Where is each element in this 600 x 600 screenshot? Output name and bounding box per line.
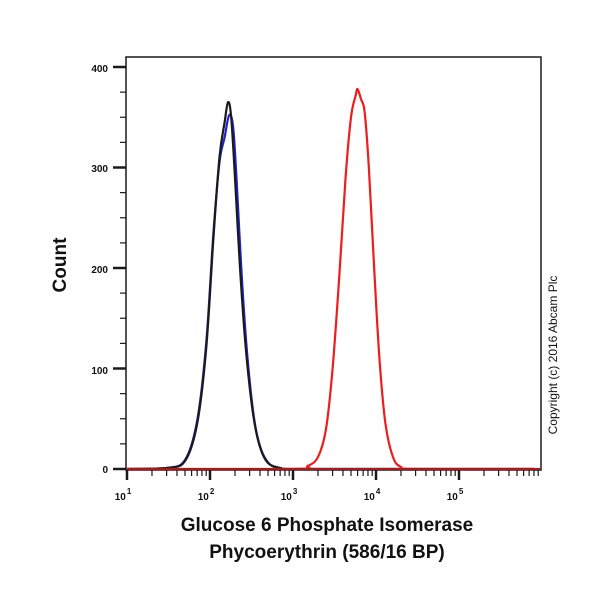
y-axis-tick-labels: 0 100 200 300 400 bbox=[91, 64, 108, 476]
y-axis-ticks bbox=[113, 65, 126, 471]
y-axis-label: Count bbox=[50, 237, 71, 293]
x-tick-label-10-5: 105 bbox=[447, 487, 464, 503]
x-axis-tick-labels: 101 102 103 104 105 bbox=[115, 487, 464, 503]
x-axis-ticks bbox=[125, 470, 539, 480]
x-tick-label-10-4: 104 bbox=[364, 487, 381, 503]
x-axis-label-line1: Glucose 6 Phosphate Isomerase bbox=[181, 515, 474, 536]
trace-unlabelled-control bbox=[126, 100, 534, 471]
histogram-traces bbox=[126, 87, 534, 471]
x-axis-label-line2: Phycoerythrin (586/16 BP) bbox=[209, 542, 444, 563]
y-tick-label-0: 0 bbox=[102, 465, 108, 476]
x-tick-label-10-3: 103 bbox=[281, 487, 298, 503]
trace-isotype-control bbox=[126, 113, 534, 471]
x-tick-label-10-2: 102 bbox=[198, 487, 215, 503]
trace-glucose-6-phosphate-isomerase bbox=[127, 87, 534, 471]
y-tick-label-300: 300 bbox=[91, 164, 108, 175]
y-tick-label-400: 400 bbox=[91, 64, 108, 75]
copyright-notice: Copyright (c) 2016 Abcam Plc bbox=[546, 276, 560, 435]
plot-frame bbox=[125, 56, 542, 471]
x-tick-label-10-1: 101 bbox=[115, 487, 132, 503]
y-tick-label-100: 100 bbox=[91, 366, 108, 377]
y-tick-label-200: 200 bbox=[91, 265, 108, 276]
